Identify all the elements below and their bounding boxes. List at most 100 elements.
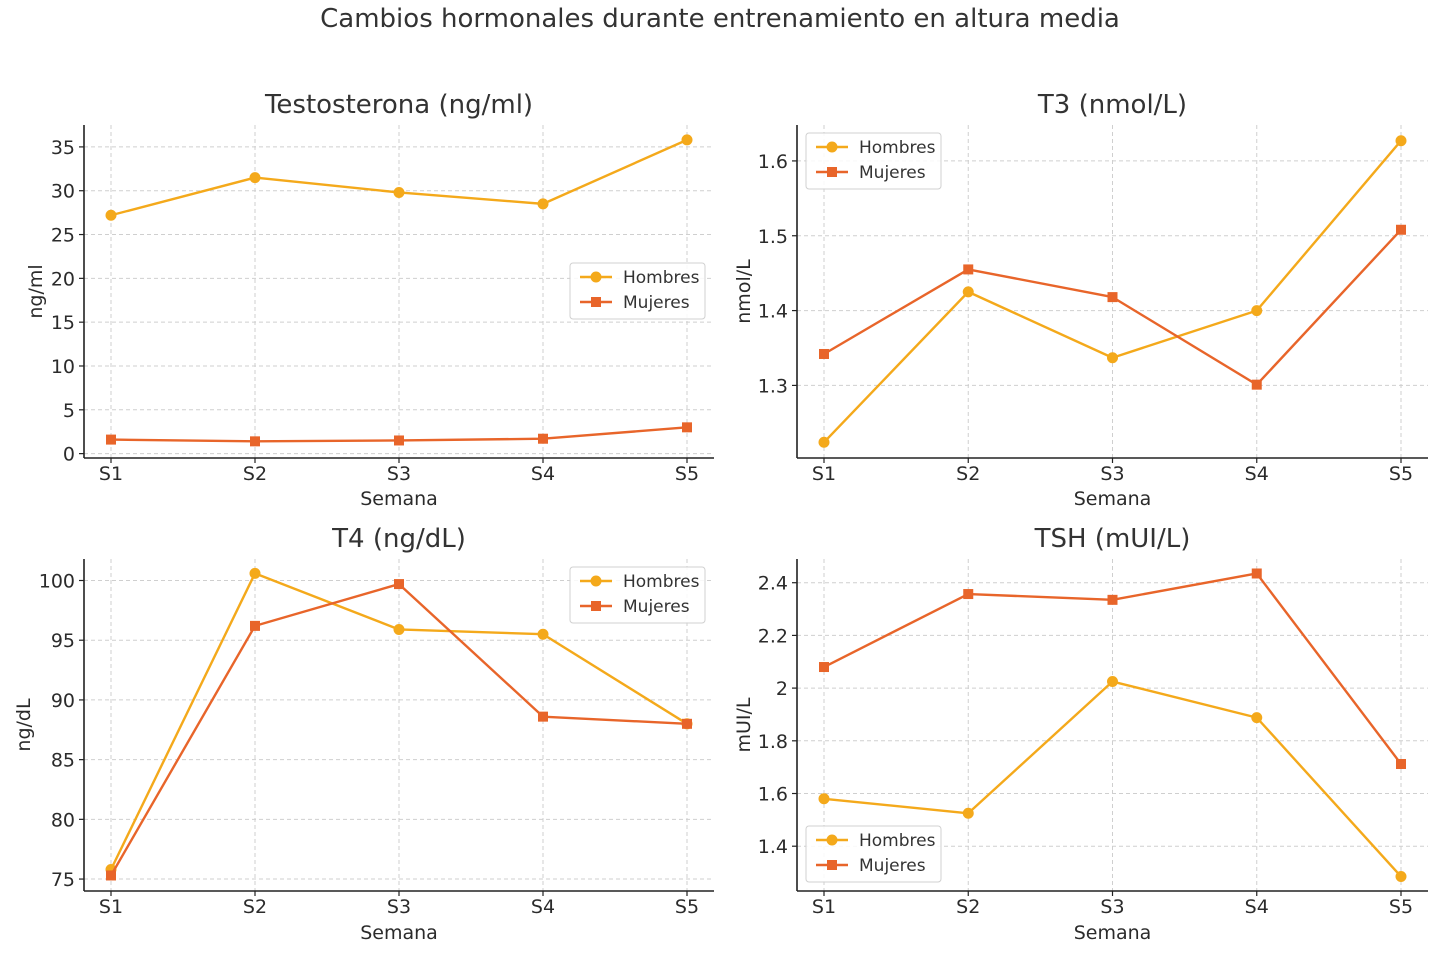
data-point-hombres [1251,712,1263,724]
data-point-hombres [818,436,830,448]
subplot-3: S1 S2 S3 S4 S5 75 80 85 90 95 100 T4 (ng/dL) Semana n… [13,524,714,944]
legend-label: Hombres [623,572,700,592]
legend-marker [827,167,837,177]
x-axis-label: Semana [360,922,438,944]
data-point-hombres [818,793,830,805]
x-axis-label: Semana [360,488,438,510]
subplot-4: S1 S2 S3 S4 S5 1.4 1.6 1.8 2 2.2 2.4 TSH (mUI/L) Sem… [733,524,1428,944]
data-point-mujeres [538,711,548,722]
y-tick-label: 2.2 [758,625,788,647]
y-tick-label: 1.3 [758,375,788,397]
data-point-mujeres [819,662,829,673]
subplot-title: T4 (ng/dL) [331,524,466,554]
y-tick-label: 2 [776,678,788,700]
subplot-title: TSH (mUI/L) [1034,524,1191,554]
data-point-mujeres [682,718,692,729]
y-tick-label: 10 [51,356,75,378]
x-tick-label: S4 [531,896,555,918]
data-point-mujeres [1396,224,1406,235]
data-point-mujeres [1107,292,1118,303]
x-tick-label: S2 [956,463,980,485]
y-tick-label: 5 [63,400,75,422]
y-tick-label: 0 [63,444,75,466]
y-axis-label: mUI/L [733,697,755,752]
data-point-mujeres [1251,568,1262,579]
data-point-mujeres [1251,379,1262,390]
legend-marker [591,297,601,307]
x-tick-label: S1 [99,463,123,485]
legend-marker [590,271,602,283]
data-point-hombres [537,198,549,210]
y-tick-label: 20 [51,268,75,290]
y-tick-label: 1.4 [758,301,788,323]
y-tick-label: 1.6 [758,151,788,173]
data-point-hombres [537,628,549,640]
x-tick-label: S5 [1389,896,1413,918]
subplot-title: T3 (nmol/L) [1037,90,1187,120]
legend-marker [590,575,602,587]
x-tick-label: S2 [243,463,267,485]
legend-label: Hombres [859,831,936,851]
data-point-hombres [1251,305,1263,317]
y-tick-label: 95 [51,630,75,652]
x-axis-label: Semana [1074,488,1152,510]
legend: Hombres Mujeres [569,566,706,624]
legend-label: Mujeres [859,856,926,876]
x-tick-label: S5 [675,896,699,918]
legend-marker [591,601,601,611]
x-tick-label: S1 [99,896,123,918]
legend-label: Hombres [623,268,700,288]
data-point-mujeres [538,433,548,444]
y-tick-label: 35 [51,137,75,159]
data-point-hombres [962,807,974,819]
legend: Hombres Mujeres [805,825,942,883]
data-point-hombres [1395,871,1407,883]
data-point-mujeres [1107,594,1118,605]
x-tick-label: S4 [531,463,555,485]
data-point-hombres [105,209,117,221]
legend-label: Hombres [859,138,936,158]
data-point-hombres [249,172,261,184]
x-tick-label: S1 [812,896,836,918]
data-point-hombres [962,286,974,298]
data-point-mujeres [250,436,260,447]
x-tick-label: S2 [956,896,980,918]
data-point-mujeres [682,422,692,433]
legend-marker [827,860,837,870]
data-point-mujeres [394,435,404,446]
y-axis-label: ng/dL [13,698,35,752]
y-axis-label: nmol/L [733,259,755,324]
x-tick-label: S3 [1100,896,1124,918]
data-point-hombres [1107,352,1118,364]
x-tick-label: S3 [387,463,411,485]
legend-label: Mujeres [623,597,690,617]
data-point-mujeres [106,434,116,445]
y-tick-label: 90 [51,690,75,712]
y-tick-label: 15 [51,312,75,334]
x-tick-label: S2 [243,896,267,918]
data-point-hombres [393,623,405,635]
x-tick-label: S5 [1389,463,1413,485]
y-tick-label: 1.5 [758,226,788,248]
x-tick-label: S3 [1100,463,1124,485]
y-tick-label: 1.4 [758,836,788,858]
y-tick-label: 80 [51,809,75,831]
legend: Hombres Mujeres [805,132,942,190]
y-tick-label: 100 [39,570,75,592]
data-point-mujeres [106,870,116,881]
subplot-title: Testosterona (ng/ml) [264,90,533,120]
legend-marker [826,141,838,153]
data-point-mujeres [963,264,974,275]
figure-title: Cambios hormonales durante entrenamiento… [320,4,1120,34]
data-point-hombres [249,567,261,579]
data-point-mujeres [250,620,260,631]
y-tick-label: 1.6 [758,784,788,806]
y-tick-label: 2.4 [758,573,788,595]
legend: Hombres Mujeres [569,262,706,320]
data-point-hombres [1395,135,1407,147]
data-point-hombres [393,186,405,198]
data-point-hombres [1107,676,1118,688]
x-tick-label: S5 [675,463,699,485]
y-tick-label: 25 [51,225,75,247]
